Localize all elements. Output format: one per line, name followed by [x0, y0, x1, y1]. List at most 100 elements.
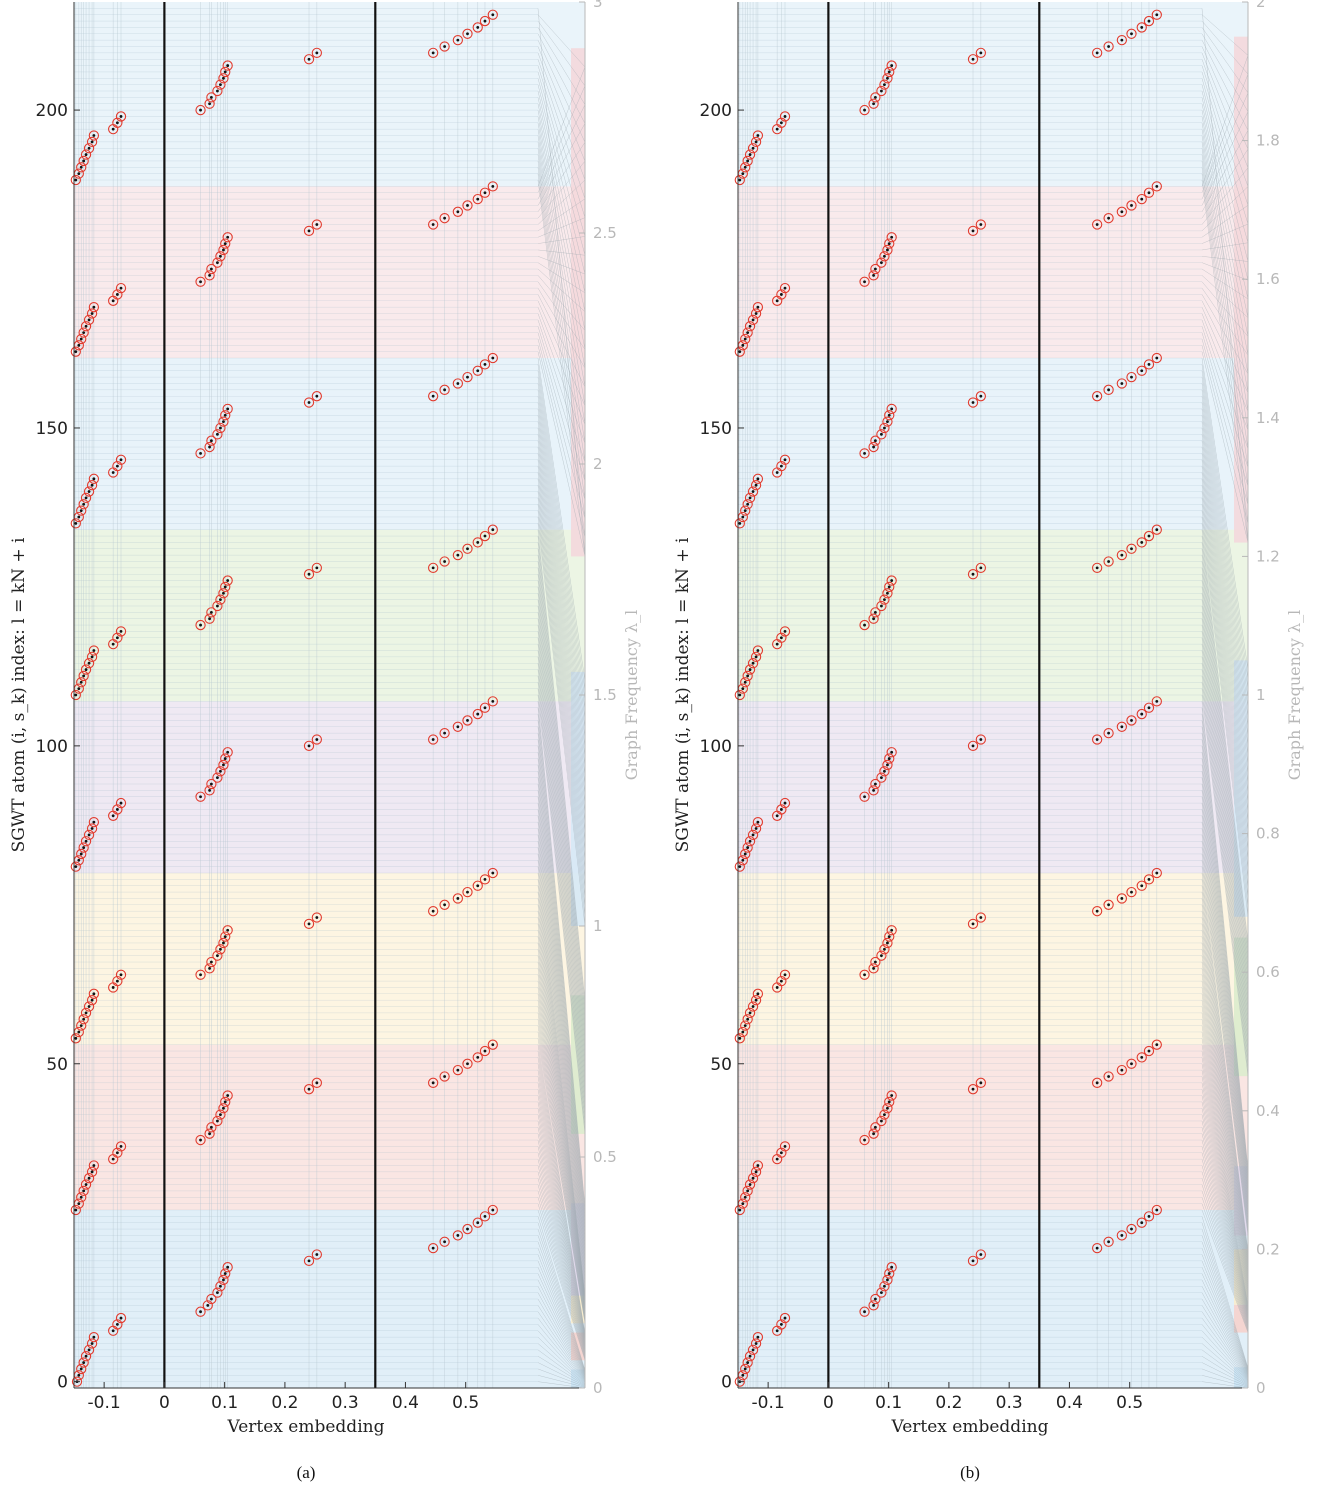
- atom-dot: [90, 483, 94, 487]
- frequency-fan-line: [1201, 707, 1249, 1172]
- atom-dot: [754, 655, 758, 659]
- frequency-fan-line: [537, 860, 586, 1293]
- atom-circle: [868, 270, 879, 281]
- atom-dot: [431, 223, 435, 226]
- frequency-fan-line: [537, 402, 586, 748]
- frequency-fan-line: [537, 1133, 586, 1349]
- frequency-fan-line: [537, 1190, 586, 1358]
- frequency-fan-line: [1201, 981, 1249, 1287]
- frequency-tick-label: 0: [1256, 1379, 1266, 1397]
- atom-circle: [879, 944, 890, 955]
- atom-circle: [882, 416, 893, 427]
- frequency-fan-line: [1201, 828, 1249, 1221]
- frequency-fan-line: [537, 275, 586, 331]
- atom-circle: [747, 829, 759, 841]
- atom-circle: [76, 505, 87, 516]
- frequency-fan-line: [1201, 1108, 1249, 1317]
- atom-dot: [979, 1253, 983, 1256]
- atom-dot: [863, 108, 866, 112]
- frequency-fan-line: [1201, 27, 1249, 94]
- atom-circle: [734, 1033, 745, 1044]
- frequency-fan-line: [537, 84, 586, 275]
- atom-dot: [873, 1125, 877, 1129]
- atom-dot: [1095, 566, 1099, 570]
- frequency-fan-line: [1201, 1279, 1249, 1376]
- atom-dot: [1130, 719, 1133, 722]
- atom-circle: [86, 651, 98, 663]
- atom-dot: [115, 293, 119, 296]
- atom-dot: [971, 744, 975, 748]
- frequency-fan-line: [537, 90, 586, 293]
- atom-circle: [776, 804, 787, 815]
- atom-circle: [734, 346, 745, 357]
- frequency-fan-line: [1201, 1159, 1249, 1325]
- atom-circle: [779, 797, 791, 809]
- atom-circle: [747, 1001, 759, 1012]
- atom-dot: [483, 877, 487, 881]
- atom-circle: [779, 111, 791, 122]
- frequency-fan-line: [1201, 974, 1249, 1285]
- y-axis-label: SGWT atom (i, s_k) index: l = kN + i: [673, 537, 693, 852]
- atom-dot: [741, 858, 745, 862]
- atom-dot: [226, 235, 230, 239]
- frequency-fan-line: [1201, 478, 1249, 851]
- frequency-fan-line: [537, 974, 586, 1314]
- atom-circle: [884, 410, 895, 421]
- frequency-fan-line: [537, 828, 586, 1276]
- atom-dot: [456, 1234, 460, 1237]
- frequency-fan-line: [537, 1203, 586, 1360]
- atom-circle: [1143, 1045, 1155, 1057]
- frequency-fan-line: [537, 478, 586, 861]
- atom-dot: [456, 38, 460, 42]
- atom-dot: [754, 1342, 758, 1345]
- atom-dot: [1095, 394, 1099, 398]
- atom-circle: [870, 1122, 881, 1133]
- atom-circle: [1116, 378, 1128, 389]
- atom-circle: [439, 727, 450, 739]
- atom-dot: [119, 1145, 123, 1148]
- frequency-fan-line: [537, 1108, 586, 1344]
- frequency-fan-line: [1201, 256, 1249, 262]
- atom-circle: [452, 1064, 464, 1076]
- atom-circle: [740, 677, 751, 688]
- atom-dot: [979, 51, 983, 55]
- atom-circle: [1143, 874, 1155, 885]
- atom-circle: [1126, 715, 1137, 726]
- frequency-fan-line: [537, 1248, 586, 1374]
- atom-dot: [491, 699, 495, 703]
- atom-dot: [1120, 897, 1124, 900]
- frequency-fan-line: [537, 40, 586, 143]
- frequency-fan-line: [537, 866, 586, 1296]
- atom-dot: [880, 261, 883, 265]
- frequency-fan-line: [1201, 675, 1249, 1061]
- atom-circle: [1136, 22, 1147, 33]
- atom-dot: [890, 750, 894, 754]
- atom-circle: [868, 963, 879, 974]
- frequency-fan-line: [1201, 656, 1249, 1046]
- y-tick-label: 50: [46, 1055, 68, 1075]
- frequency-fan-line: [537, 1197, 586, 1359]
- frequency-fan-line: [1201, 262, 1249, 281]
- atom-circle: [88, 817, 100, 828]
- frequency-fan-line: [1201, 40, 1249, 131]
- atom-dot: [82, 1189, 86, 1193]
- atom-dot: [476, 1221, 480, 1225]
- atom-circle: [975, 734, 986, 745]
- frequency-fan-line: [537, 485, 586, 870]
- frequency-fan-line: [1201, 574, 1249, 979]
- atom-dot: [111, 127, 115, 131]
- atom-dot: [92, 820, 96, 824]
- atom-dot: [90, 998, 94, 1002]
- atom-circle: [776, 460, 787, 472]
- atom-circle: [311, 47, 322, 59]
- atom-circle: [734, 174, 745, 186]
- frequency-fan-line: [1201, 300, 1249, 393]
- frequency-tick-label: 1.5: [593, 686, 617, 704]
- atom-circle: [1136, 1217, 1147, 1228]
- frequency-tick-label: 0.8: [1256, 825, 1280, 843]
- atom-circle: [967, 397, 979, 408]
- atom-circle: [882, 73, 893, 84]
- atom-circle: [220, 581, 231, 593]
- atom-dot: [79, 165, 83, 169]
- atom-dot: [890, 928, 894, 932]
